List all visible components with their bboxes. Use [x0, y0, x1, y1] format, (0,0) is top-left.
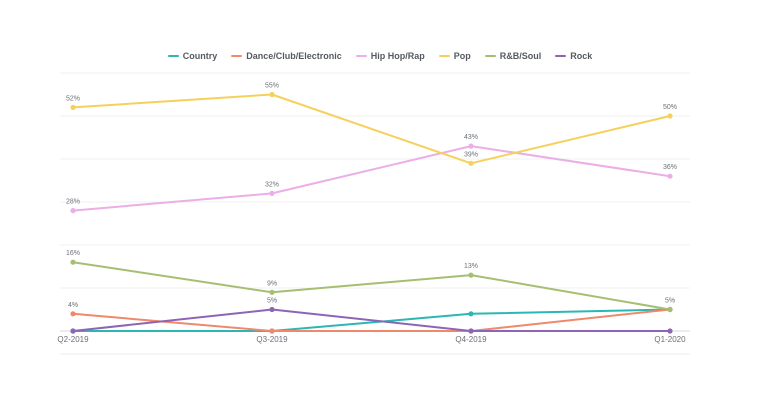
legend-item[interactable]: Country: [167, 51, 218, 61]
legend-item[interactable]: Hip Hop/Rap: [355, 51, 425, 61]
data-point: [269, 190, 275, 196]
data-point: [70, 259, 76, 265]
chart-legend: Country Dance/Club/Electronic Hip Hop/Rap P…: [0, 51, 760, 61]
legend-label: Country: [182, 51, 218, 61]
legend-swatch: [555, 55, 567, 57]
legend-label: Rock: [570, 51, 593, 61]
x-tick-label: Q3-2019: [256, 335, 288, 344]
legend-swatch: [438, 55, 450, 57]
data-label: 43%: [464, 134, 478, 141]
legend-swatch: [484, 55, 496, 57]
legend-label: Dance/Club/Electronic: [246, 51, 342, 61]
series-line: [72, 261, 671, 311]
data-point: [468, 311, 474, 317]
data-label: 28%: [66, 199, 80, 206]
data-point: [667, 113, 673, 119]
data-label: 39%: [464, 151, 478, 158]
series-line: [72, 308, 671, 332]
data-point: [468, 328, 474, 334]
data-point: [70, 328, 76, 334]
data-point: [667, 328, 673, 334]
legend-swatch: [355, 55, 367, 57]
data-point: [269, 91, 275, 98]
data-label: 32%: [265, 181, 279, 188]
legend-item[interactable]: Dance/Club/Electronic: [231, 51, 342, 61]
data-label: 36%: [663, 164, 677, 171]
data-label: 55%: [265, 83, 279, 90]
data-point: [70, 104, 76, 110]
x-tick-label: Q4-2019: [455, 335, 487, 344]
data-label: 5%: [665, 298, 675, 305]
x-tick-label: Q2-2019: [57, 335, 89, 344]
series-line: [72, 145, 671, 212]
data-label: 52%: [66, 95, 80, 102]
x-tick-label: Q1-2020: [654, 335, 686, 344]
series-line: [72, 308, 671, 332]
legend-swatch: [167, 55, 179, 57]
data-point: [70, 208, 76, 214]
x-axis: Q2-2019 Q3-2019 Q4-2019 Q1-2020: [57, 335, 686, 344]
legend-label: Pop: [453, 51, 471, 61]
data-labels: 4% 5% 28% 32% 43% 36% 52% 55% 39% 50% 16% 9% 13% 5%: [66, 83, 677, 309]
series-line: [72, 93, 671, 165]
data-point: [269, 306, 275, 313]
data-label: 4%: [68, 302, 78, 309]
data-point: [269, 289, 275, 295]
data-point: [468, 143, 474, 149]
data-label: 9%: [267, 280, 277, 287]
data-point: [468, 272, 474, 278]
data-point: [70, 311, 76, 317]
data-point: [468, 160, 474, 166]
series-points: [70, 91, 673, 334]
data-point: [667, 306, 673, 313]
legend-swatch: [231, 55, 243, 57]
series-lines: [72, 93, 671, 332]
legend-item[interactable]: Pop: [438, 51, 471, 61]
legend-item[interactable]: Rock: [555, 51, 592, 61]
data-label: 5%: [267, 298, 277, 305]
data-label: 50%: [663, 104, 677, 111]
legend-label: R&B/Soul: [499, 51, 542, 61]
data-label: 16%: [66, 250, 80, 257]
legend-item[interactable]: R&B/Soul: [484, 51, 542, 61]
data-point: [269, 328, 275, 334]
data-label: 13%: [464, 263, 478, 270]
series-line: [72, 308, 671, 332]
legend-label: Hip Hop/Rap: [370, 51, 425, 61]
data-point: [667, 173, 673, 179]
